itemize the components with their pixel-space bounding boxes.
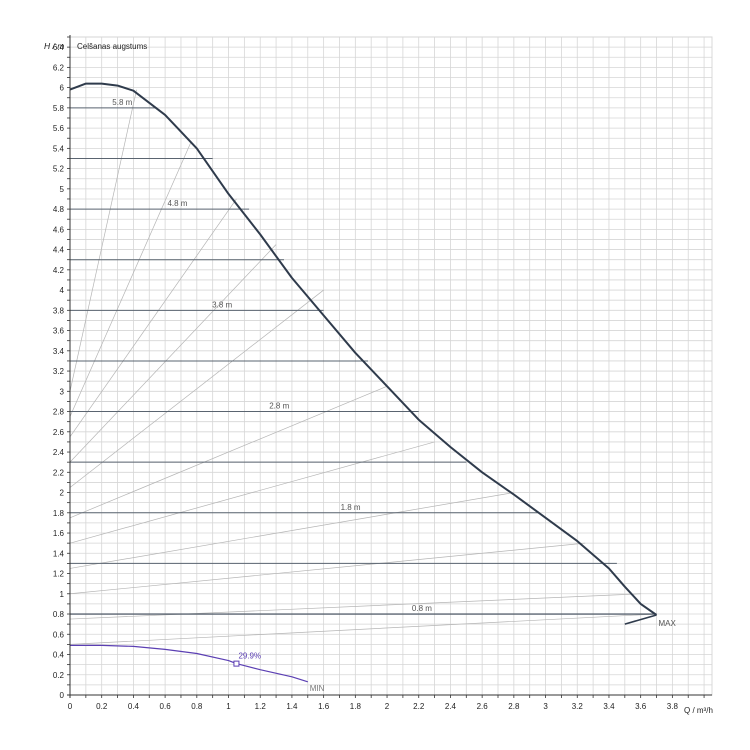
y-tick-label: 3.6 xyxy=(53,327,65,336)
y-tick-label: 1.6 xyxy=(53,529,65,538)
max-curve-label: MAX xyxy=(659,619,677,628)
y-tick-label: 1.2 xyxy=(53,570,65,579)
y-tick-label: 0.6 xyxy=(53,630,65,639)
y-tick-label: 5.6 xyxy=(53,124,65,133)
y-tick-label: 3.2 xyxy=(53,367,65,376)
y-tick-label: 6 xyxy=(60,84,65,93)
y-tick-label: 5.2 xyxy=(53,165,65,174)
x-tick-label: 0.6 xyxy=(160,702,172,711)
min-curve-label: MIN xyxy=(310,684,325,693)
x-tick-label: 3 xyxy=(543,702,548,711)
x-tick-label: 2.6 xyxy=(477,702,489,711)
control-curve xyxy=(69,385,388,519)
y-tick-label: 1.4 xyxy=(53,549,65,558)
y-tick-label: 5.8 xyxy=(53,104,65,113)
y-tick-label: 2 xyxy=(60,489,65,498)
y-tick-label: 0.2 xyxy=(53,671,65,680)
x-tick-label: 2.2 xyxy=(413,702,425,711)
control-curve xyxy=(69,613,657,645)
chart-title: Celšanas augstums xyxy=(77,42,147,51)
y-tick-label: 5.4 xyxy=(53,144,65,153)
y-tick-label: 3.8 xyxy=(53,306,65,315)
x-tick-label: 1.2 xyxy=(255,702,267,711)
control-curve xyxy=(69,593,641,620)
x-tick-label: 3.2 xyxy=(572,702,584,711)
chart-labels: H / m Celšanas augstums Q / m³/h MAX MIN… xyxy=(44,41,713,715)
y-tick-label: 4.8 xyxy=(53,205,65,214)
max-curve-tail xyxy=(624,614,657,625)
x-tick-label: 0.4 xyxy=(128,702,140,711)
y-tick-label: 6.4 xyxy=(53,43,65,52)
x-tick-label: 0.2 xyxy=(96,702,108,711)
y-tick-label: 2.2 xyxy=(53,468,65,477)
y-tick-label: 4.2 xyxy=(53,266,65,275)
control-curve xyxy=(69,289,324,488)
x-tick-label: 1.4 xyxy=(286,702,298,711)
y-tick-label: 1 xyxy=(60,590,65,599)
x-tick-label: 1 xyxy=(226,702,231,711)
y-tick-label: 0.8 xyxy=(53,610,65,619)
x-tick-label: 0 xyxy=(68,702,73,711)
control-curves xyxy=(69,89,657,645)
y-tick-label: 2.6 xyxy=(53,428,65,437)
setpoint-label: 0.8 m xyxy=(412,604,432,613)
y-axis-label: H / m xyxy=(44,41,64,51)
y-tick-label: 6.2 xyxy=(53,63,65,72)
x-tick-label: 2 xyxy=(385,702,390,711)
y-tick-label: 3.4 xyxy=(53,347,65,356)
x-tick-label: 2.4 xyxy=(445,702,457,711)
min-curve xyxy=(70,644,308,683)
setpoint-label: 1.8 m xyxy=(341,503,361,512)
grid xyxy=(69,36,713,696)
x-axis-label: Q / m³/h xyxy=(684,706,713,715)
series-lines xyxy=(69,82,658,683)
control-curve xyxy=(69,89,137,392)
y-tick-label: 2.4 xyxy=(53,448,65,457)
plot-area xyxy=(69,36,713,696)
x-tick-label: 3.8 xyxy=(667,702,679,711)
y-tick-label: 0 xyxy=(60,691,65,700)
axes: 0 0.2 0.4 0.6 0.8 1 1.2 1.4 1.6 1.8 2 2.2 2.4 2.6 2.8 3… xyxy=(53,35,712,711)
control-curve xyxy=(69,198,237,438)
control-curve xyxy=(69,143,191,417)
setpoint-lines: 5.8 m 4.8 m 3.8 m 2.8 m 1.8 m 0.8 m xyxy=(70,98,657,615)
x-tick-label: 1.6 xyxy=(318,702,330,711)
operating-point-marker xyxy=(233,660,240,667)
control-curve xyxy=(69,492,514,569)
y-tick-label: 4.6 xyxy=(53,225,65,234)
x-tick-label: 3.4 xyxy=(603,702,615,711)
y-tick-label: 4.4 xyxy=(53,246,65,255)
y-tick-label: 4 xyxy=(60,286,65,295)
y-tick-label: 1.8 xyxy=(53,509,65,518)
setpoint-label: 4.8 m xyxy=(167,199,187,208)
x-tick-label: 1.8 xyxy=(350,702,362,711)
control-curve xyxy=(69,542,586,595)
setpoint-label: 2.8 m xyxy=(269,402,289,411)
control-curve xyxy=(69,244,277,463)
max-curve xyxy=(69,82,658,616)
setpoint-label: 3.8 m xyxy=(212,300,232,309)
y-tick-label: 3 xyxy=(60,387,65,396)
x-tick-label: 3.6 xyxy=(635,702,647,711)
x-tick-label: 0.8 xyxy=(191,702,203,711)
operating-point-label: 29.9% xyxy=(238,652,261,661)
y-tick-label: 0.4 xyxy=(53,651,65,660)
y-tick-label: 2.8 xyxy=(53,408,65,417)
y-tick-label: 5 xyxy=(60,185,65,194)
control-curve xyxy=(69,441,435,544)
x-tick-label: 2.8 xyxy=(508,702,520,711)
setpoint-label: 5.8 m xyxy=(112,98,132,107)
